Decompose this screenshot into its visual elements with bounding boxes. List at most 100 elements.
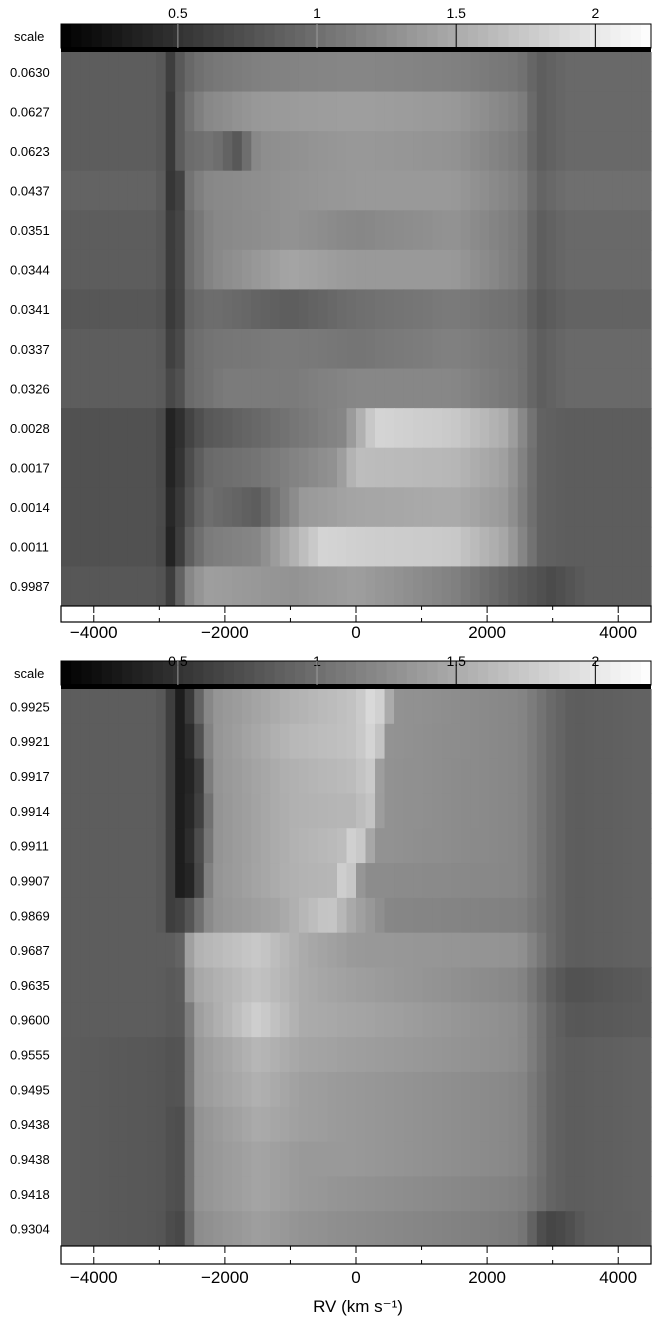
heatmap-cell — [584, 1037, 595, 1073]
heatmap-cell — [213, 131, 224, 172]
heatmap-cell — [222, 723, 233, 760]
heatmap-cell — [241, 967, 252, 1003]
heatmap-cell — [574, 91, 585, 132]
heatmap-cell — [251, 289, 262, 330]
heatmap-cell — [146, 1211, 157, 1247]
heatmap-cell — [622, 52, 633, 93]
heatmap-cell — [555, 329, 566, 370]
heatmap-cell — [612, 1141, 624, 1177]
heatmap-cell — [165, 210, 176, 251]
heatmap-cell — [565, 289, 576, 330]
heatmap-cell — [127, 793, 138, 829]
heatmap-cell — [99, 1037, 110, 1073]
heatmap-cell — [470, 863, 481, 899]
heatmap-cell — [327, 566, 338, 607]
heatmap-cell — [270, 210, 281, 251]
heatmap-cell — [489, 967, 500, 1003]
colorbar-step — [396, 661, 408, 685]
colorbar-step — [203, 661, 215, 685]
heatmap-cell — [508, 566, 519, 607]
heatmap-cell — [631, 793, 643, 829]
heatmap-cell — [612, 689, 624, 725]
heatmap-cell — [479, 793, 490, 829]
colorbar-step — [91, 661, 103, 685]
heatmap-cell — [89, 1141, 100, 1177]
heatmap-cell — [137, 1071, 148, 1108]
heatmap-cell — [346, 758, 357, 795]
heatmap-cell — [327, 289, 338, 330]
heatmap-cell — [70, 249, 81, 291]
heatmap-cell — [146, 1141, 157, 1177]
heatmap-cell — [80, 967, 91, 1003]
heatmap-cell — [260, 487, 271, 528]
heatmap-cell — [631, 329, 643, 370]
heatmap-cell — [194, 1141, 205, 1177]
heatmap-cell — [546, 170, 557, 211]
heatmap-cell — [593, 368, 605, 409]
heatmap-cell — [460, 131, 471, 172]
heatmap-cell — [346, 897, 357, 934]
heatmap-cell — [489, 566, 500, 607]
heatmap-cell — [70, 1071, 81, 1108]
heatmap-cell — [641, 1211, 652, 1247]
heatmap-cell — [508, 1141, 519, 1177]
colorbar-step — [335, 24, 347, 48]
heatmap-cell — [80, 932, 91, 969]
heatmap-cell — [612, 408, 624, 449]
heatmap-cell — [527, 447, 538, 488]
heatmap-cell — [356, 863, 367, 899]
heatmap-cell — [460, 52, 471, 93]
heatmap-cell — [70, 828, 81, 864]
colorbar-step — [569, 24, 581, 48]
heatmap-cell — [118, 566, 129, 607]
heatmap-cell — [375, 1211, 386, 1247]
heatmap-cell — [565, 967, 576, 1003]
heatmap-cell — [61, 249, 72, 291]
heatmap-cell — [346, 1106, 357, 1143]
heatmap-cell — [641, 408, 652, 449]
heatmap-cell — [156, 249, 167, 291]
heatmap-cell — [317, 1037, 329, 1073]
heatmap-cell — [584, 689, 595, 725]
heatmap-cell — [631, 131, 643, 172]
heatmap-cell — [641, 329, 652, 370]
heatmap-cell — [165, 932, 176, 969]
heatmap-cell — [403, 1071, 414, 1108]
heatmap-cell — [460, 526, 471, 568]
heatmap-cell — [118, 1002, 129, 1038]
heatmap-cell — [108, 487, 119, 528]
heatmap-cell — [508, 1037, 519, 1073]
row-label: 0.9925 — [10, 699, 50, 714]
heatmap-cell — [336, 1106, 348, 1143]
x-axis-bottom: −4000 −2000 0 2000 4000 — [60, 1245, 652, 1287]
heatmap-top — [61, 52, 652, 607]
heatmap-cell — [375, 689, 386, 725]
colorbar-step — [620, 661, 632, 685]
heatmap-cell — [232, 1176, 243, 1212]
heatmap-cell — [175, 526, 186, 568]
heatmap-cell — [80, 863, 91, 899]
heatmap-cell — [279, 289, 290, 330]
heatmap-cell — [165, 447, 176, 488]
heatmap-cell — [127, 447, 138, 488]
colorbar-step — [101, 661, 113, 685]
heatmap-cell — [298, 91, 310, 132]
heatmap-cell — [641, 723, 652, 760]
heatmap-cell — [517, 793, 528, 829]
heatmap-cell — [232, 526, 243, 568]
heatmap-cell — [498, 131, 509, 172]
heatmap-cell — [146, 329, 157, 370]
heatmap-cell — [137, 932, 148, 969]
heatmap-cell — [260, 1037, 271, 1073]
heatmap-cell — [336, 447, 348, 488]
heatmap-cell — [175, 1071, 186, 1108]
heatmap-cell — [289, 329, 300, 370]
heatmap-cell — [213, 210, 224, 251]
heatmap-cell — [298, 249, 310, 291]
heatmap-cell — [346, 1071, 357, 1108]
heatmap-cell — [413, 1071, 424, 1108]
heatmap-cell — [451, 967, 462, 1003]
heatmap-cell — [593, 1002, 605, 1038]
heatmap-cell — [232, 289, 243, 330]
heatmap-cell — [384, 1071, 395, 1108]
